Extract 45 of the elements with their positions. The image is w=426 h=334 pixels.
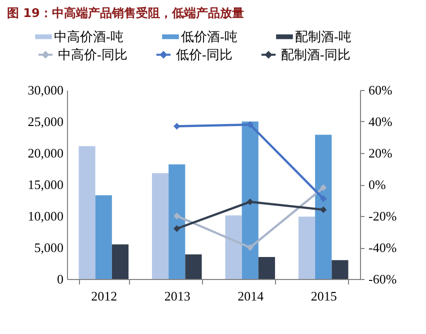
legend-label: 配制酒-吨 [295,28,352,44]
bar [332,260,348,279]
y2-tick-label: -40% [368,240,397,255]
y2-tick-label: 40% [368,114,392,129]
point [320,184,327,192]
point [174,225,180,232]
point [174,212,180,220]
bar [315,134,332,279]
y2-tick-label: -60% [368,272,397,286]
bar [242,122,258,279]
point [320,206,327,214]
y-tick-label: 5,000 [34,240,64,255]
bar [298,216,316,279]
legend-label: 配制酒-同比 [281,46,350,62]
point [246,198,254,206]
legend-label: 中高价-同比 [58,46,128,62]
y-tick-label: 15,000 [28,177,64,192]
y2-tick-label: 60% [368,82,392,98]
x-tick-label: 2013 [164,288,190,304]
bar [78,146,96,279]
x-tick-label: 2015 [310,288,337,304]
bar [168,164,186,279]
bar [95,195,112,279]
x-tick-label: 2012 [91,288,118,304]
bar [112,244,129,279]
legend-label: 低价酒-吨 [181,28,238,44]
y-tick-label: 25,000 [28,114,64,129]
y-tick-label: 10,000 [28,208,64,224]
point [246,244,254,251]
y-tick-label: 30,000 [28,82,64,98]
y2-tick-label: 20% [368,146,392,160]
bar [225,215,242,279]
point [174,122,180,130]
x-tick-label: 2014 [238,288,264,304]
y-tick-label: 20,000 [28,146,64,160]
y2-tick-label: -20% [368,208,397,224]
point [320,195,327,202]
bar [258,256,276,279]
chart-title: 图 19：中高端产品销售受阻，低端产品放量 [7,6,244,20]
y-tick-label: 0 [57,272,64,286]
bar [185,254,202,279]
legend-label: 低价-同比 [176,46,232,62]
y2-tick-label: 0% [368,177,386,192]
legend-label: 中高价酒-吨 [54,28,124,44]
bar [152,173,169,279]
